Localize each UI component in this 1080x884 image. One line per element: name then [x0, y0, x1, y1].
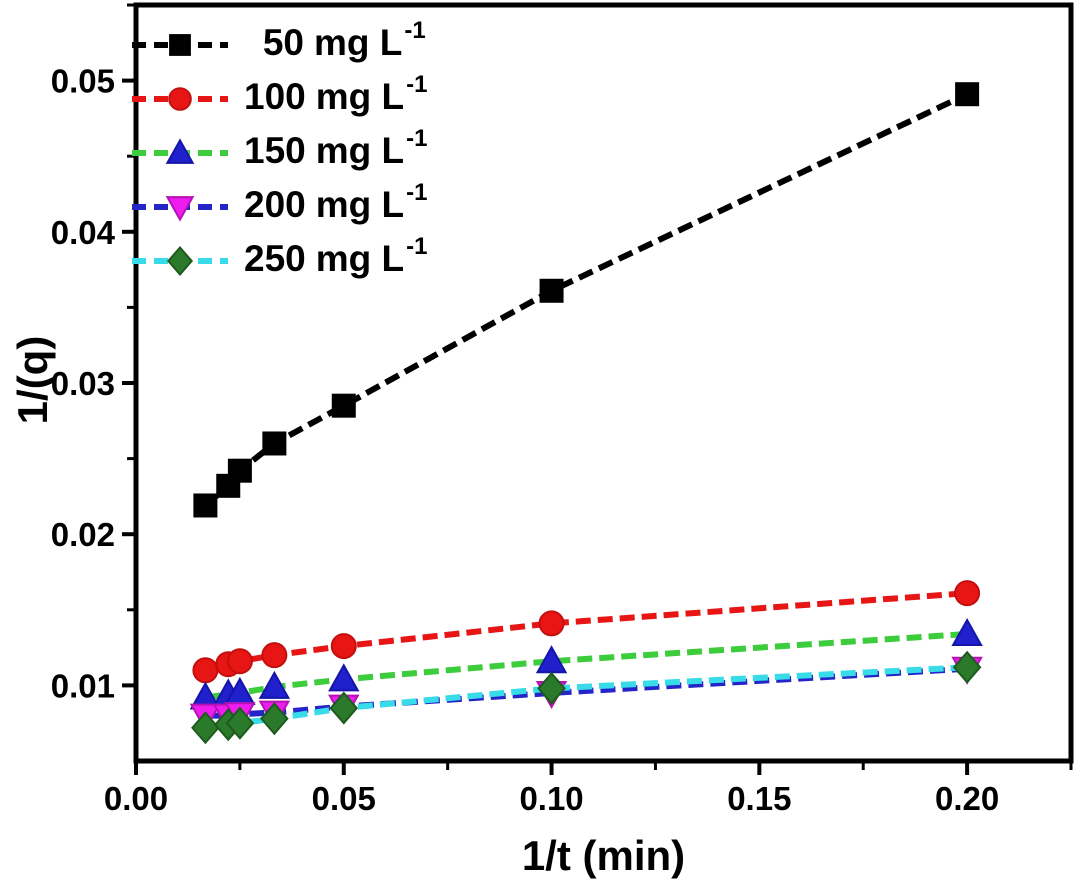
svg-text:0.04: 0.04 [51, 214, 116, 251]
legend-item-100: 100 mg L-1 [130, 69, 427, 123]
x-axis-title: 1/t (min) [521, 832, 686, 879]
svg-text:0.01: 0.01 [51, 667, 115, 704]
svg-text:0.03: 0.03 [51, 365, 115, 402]
legend-concentration: 100 [244, 76, 306, 118]
svg-text:0.00: 0.00 [104, 780, 168, 817]
legend-concentration: 50 [262, 22, 304, 64]
y-axis-title: 1/(q) [9, 335, 56, 425]
legend-superscript: -1 [406, 178, 428, 206]
legend-line-marker-icon [132, 34, 228, 56]
legend-superscript: -1 [404, 16, 426, 44]
legend-unit: mg L [315, 76, 405, 118]
svg-text:0.15: 0.15 [727, 780, 791, 817]
legend-label: 100 mg L-1 [244, 72, 427, 118]
legend-unit: mg L [315, 238, 405, 280]
legend-line-marker-icon [132, 196, 228, 222]
legend-concentration: 250 [244, 238, 306, 280]
svg-text:0.05: 0.05 [51, 63, 115, 100]
legend-label: 50 mg L-1 [244, 18, 426, 64]
svg-text:0.05: 0.05 [312, 780, 376, 817]
legend-item-50: 50 mg L-1 [130, 15, 427, 69]
legend-unit: mg L [315, 130, 405, 172]
legend-label: 250 mg L-1 [244, 234, 427, 280]
legend: 50 mg L-1 100 mg L-1 150 mg L-1 200 mg L-1 2… [130, 15, 427, 285]
legend-concentration: 150 [244, 130, 306, 172]
legend-superscript: -1 [406, 232, 428, 260]
legend-unit: mg L [315, 184, 405, 226]
legend-line-marker-icon [132, 245, 228, 277]
legend-unit: mg L [314, 22, 403, 64]
legend-item-150: 150 mg L-1 [130, 123, 427, 177]
svg-text:0.20: 0.20 [935, 780, 999, 817]
legend-line-marker-icon [132, 87, 228, 111]
svg-text:0.10: 0.10 [519, 780, 583, 817]
legend-item-250: 250 mg L-1 [130, 231, 427, 285]
legend-item-200: 200 mg L-1 [130, 177, 427, 231]
svg-text:0.02: 0.02 [51, 516, 115, 553]
legend-superscript: -1 [406, 124, 428, 152]
legend-line-marker-icon [132, 138, 228, 164]
legend-label: 150 mg L-1 [244, 126, 427, 172]
legend-label: 200 mg L-1 [244, 180, 427, 226]
legend-superscript: -1 [406, 70, 428, 98]
legend-concentration: 200 [244, 184, 306, 226]
